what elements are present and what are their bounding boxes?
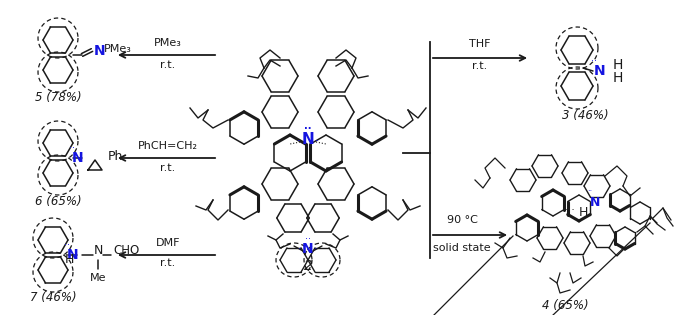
Text: r.t.: r.t.	[160, 163, 175, 173]
Text: N: N	[93, 243, 103, 256]
Text: 4 (65%): 4 (65%)	[542, 300, 588, 312]
Text: N: N	[590, 196, 600, 209]
Text: N: N	[72, 151, 84, 165]
Text: 5 (78%): 5 (78%)	[35, 91, 82, 105]
Text: 90 °C: 90 °C	[447, 215, 477, 225]
Text: r.t.: r.t.	[473, 61, 488, 71]
Text: ··: ··	[587, 187, 593, 196]
Text: ·: ·	[315, 135, 319, 148]
Text: solid state: solid state	[433, 243, 491, 253]
Text: 3 (46%): 3 (46%)	[562, 110, 608, 123]
Text: ··: ··	[591, 56, 597, 66]
Text: N: N	[594, 64, 606, 78]
Text: ·: ·	[297, 135, 301, 148]
Text: PMe₃: PMe₃	[154, 38, 182, 48]
Text: ··: ··	[64, 240, 70, 250]
Text: N: N	[67, 248, 79, 262]
Text: H: H	[578, 207, 588, 220]
Text: ··: ··	[69, 143, 75, 153]
Text: N: N	[301, 133, 314, 147]
Text: Ph: Ph	[108, 150, 123, 163]
Text: Me: Me	[90, 273, 106, 283]
Text: ··: ··	[304, 124, 312, 134]
Text: N: N	[302, 242, 314, 256]
Text: ·: ·	[298, 244, 302, 254]
Text: r.t.: r.t.	[160, 60, 175, 70]
Text: PhCH=CH₂: PhCH=CH₂	[138, 141, 198, 151]
Text: r.t.: r.t.	[160, 258, 175, 268]
Text: 6 (65%): 6 (65%)	[35, 194, 82, 208]
Text: N: N	[94, 44, 105, 58]
Text: ·: ·	[314, 244, 318, 254]
Text: 7 (46%): 7 (46%)	[29, 291, 76, 305]
Text: ···: ···	[564, 205, 575, 215]
Text: PMe₃: PMe₃	[104, 44, 132, 54]
Text: H: H	[613, 71, 623, 85]
Text: ··: ··	[305, 234, 311, 244]
Text: 2: 2	[303, 259, 312, 273]
Text: DMF: DMF	[155, 238, 180, 248]
Text: THF: THF	[469, 39, 490, 49]
Text: H: H	[64, 253, 74, 266]
Text: H: H	[613, 58, 623, 72]
Text: CHO: CHO	[113, 243, 139, 256]
